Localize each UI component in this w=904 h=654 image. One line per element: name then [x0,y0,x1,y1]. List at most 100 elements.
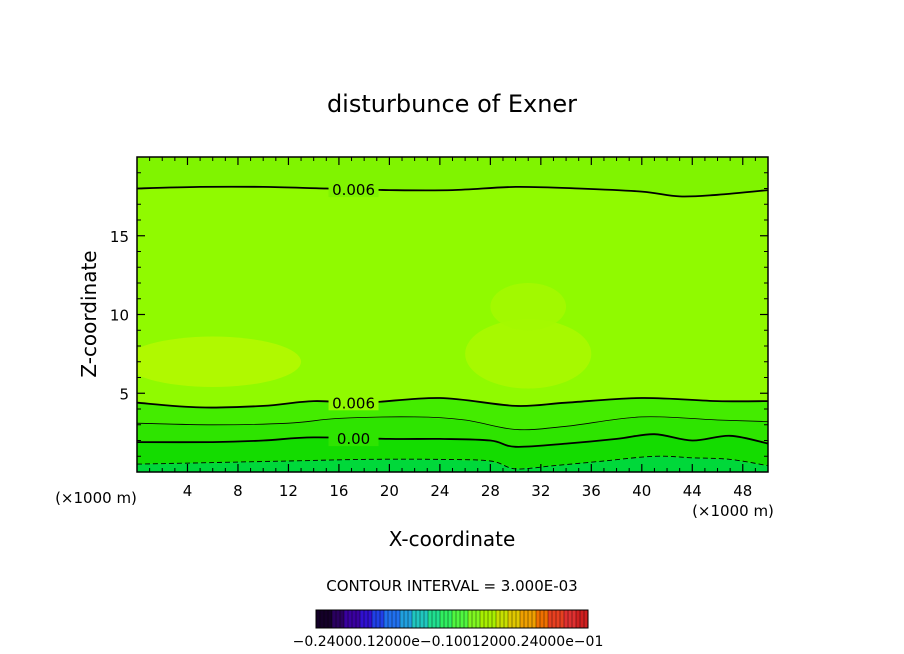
colorbar-cell-55 [536,610,541,628]
colorbar-cell-30 [436,610,441,628]
colorbar-cell-57 [544,610,549,628]
colorbar-cell-58 [548,610,553,628]
x-axis: 4 8 12 16 20 24 28 32 36 40 44 48 [149,157,756,500]
colorbar-cell-53 [528,610,533,628]
colorbar-labels: −0.24000.12000e−0.10012000.24000e−01 [293,634,604,650]
colorbar-cell-3 [328,610,333,628]
fill-layer [137,186,768,472]
contour-label-bg-0 [328,181,379,198]
colorbar-cell-32 [444,610,449,628]
x-tick-label-28: 28 [481,482,500,500]
x-unit-left: (×1000 m) [55,489,137,507]
fill-low-band-1 [137,398,768,430]
colorbar-cell-4 [332,610,337,628]
colorbar-cell-23 [408,610,413,628]
colorbar-cell-63 [568,610,573,628]
colorbar-cell-25 [416,610,421,628]
colorbar-cell-2 [324,610,329,628]
contour-label-bg-3 [328,430,379,447]
colorbar-cell-49 [512,610,517,628]
y-tick-label-10: 10 [110,307,129,325]
colorbar-cell-41 [480,610,485,628]
colorbar-cell-33 [448,610,453,628]
highlight-2 [490,283,567,331]
colorbar-cell-35 [456,610,461,628]
colorbar-cell-44 [492,610,497,628]
y-axis-label: Z-coordinate [77,250,101,377]
x-tick-label-32: 32 [531,482,550,500]
x-tick-label-16: 16 [329,482,348,500]
colorbar-cell-18 [388,610,393,628]
colorbar-cell-12 [364,610,369,628]
colorbar-cell-66 [580,610,585,628]
colorbar-cell-34 [452,610,457,628]
x-tick-label-24: 24 [430,482,449,500]
colorbar-cell-43 [488,610,493,628]
colorbar-cell-10 [356,610,361,628]
colorbar-cell-45 [496,610,501,628]
fill-bottom [137,456,768,472]
plot-area: 0.006 0.006 0.00 [137,157,768,472]
colorbar-cell-15 [376,610,381,628]
colorbar-cell-8 [348,610,353,628]
x-tick-label-4: 4 [183,482,193,500]
colorbar-cell-47 [504,610,509,628]
colorbar [315,609,589,629]
colorbar-cell-9 [352,610,357,628]
highlight-0 [137,336,302,387]
colorbar-cell-62 [564,610,569,628]
colorbar-cell-14 [372,610,377,628]
colorbar-cell-38 [468,610,473,628]
colorbar-cell-37 [464,610,469,628]
colorbar-cell-26 [420,610,425,628]
colorbar-cell-20 [396,610,401,628]
x-tick-label-48: 48 [733,482,752,500]
colorbar-cell-1 [320,610,325,628]
contour-interval-text: CONTOUR INTERVAL = 3.000E-03 [326,577,577,595]
colorbar-cell-65 [576,610,581,628]
contour-line-4 [137,455,768,470]
colorbar-cell-39 [472,610,477,628]
contour-line-2 [137,416,768,431]
x-tick-label-36: 36 [582,482,601,500]
highlight-1 [465,319,592,389]
x-tick-label-12: 12 [279,482,298,500]
colorbar-cell-59 [552,610,557,628]
contour-line-1 [137,397,768,409]
colorbar-cell-22 [404,610,409,628]
colorbar-cell-54 [532,610,537,628]
colorbar-cell-67 [584,610,589,628]
colorbar-cell-60 [556,610,561,628]
colorbar-frame [315,609,589,629]
contour-layer: 0.006 0.006 0.00 [137,181,768,470]
colorbar-cell-21 [400,610,405,628]
highlight-layer [137,283,592,389]
colorbar-cell-27 [424,610,429,628]
x-tick-label-44: 44 [683,482,702,500]
contour-label-bg-1 [328,394,379,411]
y-tick-label-5: 5 [119,385,129,403]
colorbar-cell-40 [476,610,481,628]
chart-title: disturbunce of Exner [327,90,577,118]
colorbar-cell-24 [412,610,417,628]
colorbar-cell-61 [560,610,565,628]
colorbar-cell-51 [520,610,525,628]
colorbar-cell-48 [508,610,513,628]
contour-label-3: 0.00 [337,430,370,448]
colorbar-cell-36 [460,610,465,628]
fill-upper-mid [137,186,768,408]
colorbar-cell-50 [516,610,521,628]
y-tick-label-15: 15 [110,228,129,246]
x-tick-label-8: 8 [233,482,243,500]
colorbar-cell-13 [368,610,373,628]
x-tick-label-40: 40 [632,482,651,500]
contour-line-0 [137,185,768,198]
colorbar-cell-17 [384,610,389,628]
colorbar-cell-0 [316,610,321,628]
colorbar-cell-5 [336,610,341,628]
colorbar-cell-29 [432,610,437,628]
y-axis: 5 10 15 [110,172,768,457]
colorbar-cell-16 [380,610,385,628]
colorbar-cell-6 [340,610,345,628]
x-unit-right: (×1000 m) [692,502,774,520]
